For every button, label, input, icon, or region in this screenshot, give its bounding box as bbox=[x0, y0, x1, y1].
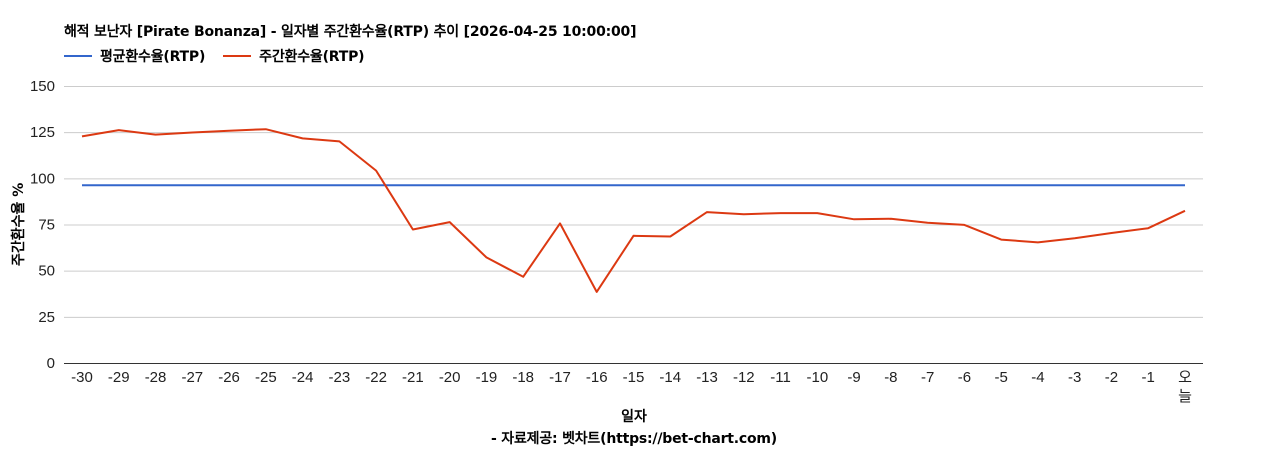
x-tick-label: -10 bbox=[806, 369, 828, 386]
x-tick-label: -16 bbox=[586, 369, 608, 386]
legend-label-weekly-rtp: 주간환수율(RTP) bbox=[259, 49, 365, 65]
x-tick-label: -24 bbox=[292, 369, 314, 386]
x-tick-label: -17 bbox=[549, 369, 571, 386]
x-tick-label: -3 bbox=[1068, 369, 1081, 386]
y-tick-label: 100 bbox=[30, 170, 55, 187]
x-tick-label: -20 bbox=[439, 369, 461, 386]
x-tick-label-today: 오 bbox=[1178, 369, 1192, 386]
x-tick-label: -29 bbox=[108, 369, 130, 386]
x-tick-label: -30 bbox=[71, 369, 93, 386]
x-tick-label: -8 bbox=[884, 369, 897, 386]
x-tick-label: -12 bbox=[733, 369, 755, 386]
chart-title: 해적 보난자 [Pirate Bonanza] - 일자별 주간환수율(RTP)… bbox=[64, 24, 637, 40]
x-axis-title: 일자 bbox=[621, 409, 647, 425]
x-tick-label: -18 bbox=[512, 369, 534, 386]
x-axis-ticks: -30 -29 -28 -27 -26 -25 -24 -23 -22 -21 -20 -19 -18-… bbox=[71, 369, 1192, 405]
x-tick-label: -1 bbox=[1142, 369, 1155, 386]
legend-line-icon-blue bbox=[64, 55, 92, 57]
x-tick-label: -26 bbox=[218, 369, 240, 386]
legend-line-icon-red bbox=[223, 55, 252, 57]
legend-item-average-rtp[interactable]: 평균환수율(RTP) bbox=[64, 46, 205, 66]
x-tick-label: -28 bbox=[145, 369, 167, 386]
series-line-weekly-rtp[interactable] bbox=[81, 128, 1186, 293]
x-tick-label: -21 bbox=[402, 369, 424, 386]
chart-legend: 평균환수율(RTP) 주간환수율(RTP) bbox=[64, 46, 382, 66]
y-tick-label: 75 bbox=[38, 217, 55, 234]
x-tick-label: -27 bbox=[181, 369, 203, 386]
legend-item-weekly-rtp[interactable]: 주간환수율(RTP) bbox=[223, 46, 365, 66]
legend-label-average-rtp: 평균환수율(RTP) bbox=[100, 49, 206, 65]
data-series bbox=[81, 128, 1186, 293]
x-tick-label: -19 bbox=[476, 369, 498, 386]
x-tick-label: -25 bbox=[255, 369, 277, 386]
y-tick-label: 50 bbox=[38, 263, 55, 280]
y-tick-label: 125 bbox=[30, 124, 55, 141]
y-tick-label: 25 bbox=[38, 309, 55, 326]
x-tick-label: -2 bbox=[1105, 369, 1118, 386]
x-tick-label: -11 bbox=[770, 369, 791, 386]
x-tick-label-today: 늘 bbox=[1178, 388, 1192, 405]
x-tick-label: -22 bbox=[365, 369, 387, 386]
gridlines bbox=[64, 86, 1203, 318]
x-tick-label: -13 bbox=[696, 369, 718, 386]
y-axis-ticks: 0 25 50 75 100 125 150 bbox=[30, 78, 55, 372]
x-tick-label: -9 bbox=[847, 369, 860, 386]
x-tick-label: -4 bbox=[1031, 369, 1044, 386]
x-tick-label: -7 bbox=[921, 369, 934, 386]
x-tick-label: -15 bbox=[623, 369, 645, 386]
y-axis-title: 주간환수율 % bbox=[11, 182, 27, 266]
x-tick-label: -14 bbox=[659, 369, 681, 386]
data-source-note: - 자료제공: 벳차트(https://bet-chart.com) bbox=[491, 431, 777, 447]
y-tick-label: 150 bbox=[30, 78, 55, 95]
x-tick-label: -5 bbox=[994, 369, 1007, 386]
y-tick-label: 0 bbox=[47, 355, 55, 372]
x-tick-label: -23 bbox=[329, 369, 351, 386]
x-tick-label: -6 bbox=[958, 369, 971, 386]
